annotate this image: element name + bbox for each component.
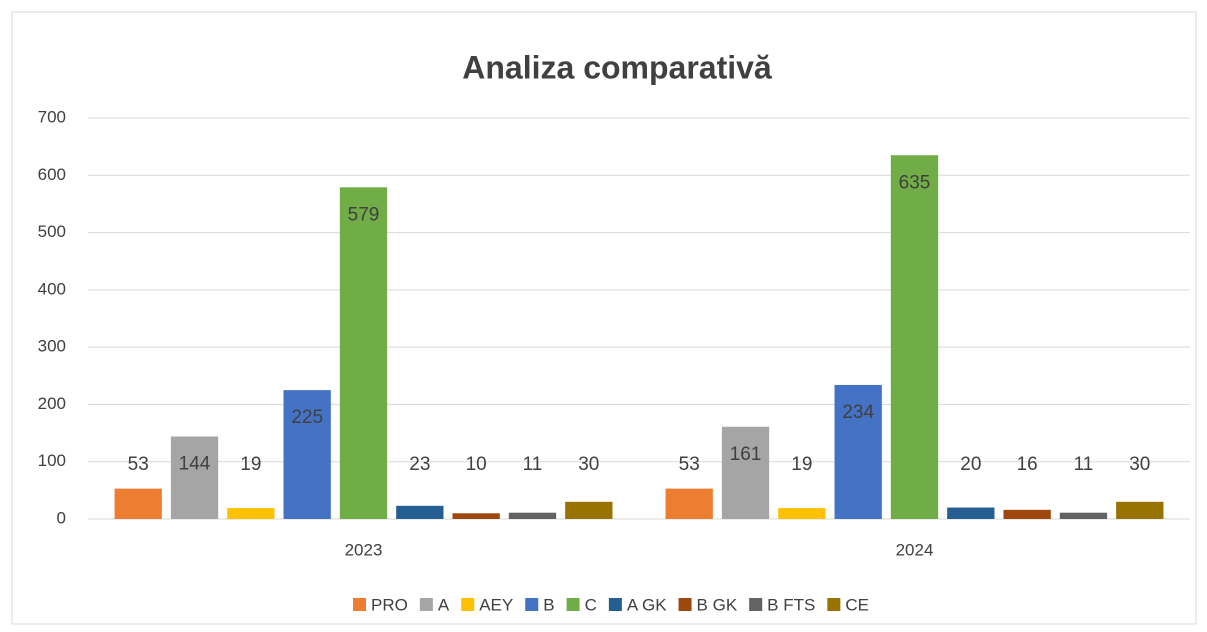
data-label: 11	[1074, 454, 1094, 475]
legend-swatch	[419, 598, 433, 611]
bar	[778, 508, 826, 519]
y-tick-label: 200	[38, 394, 66, 413]
legend-swatch	[461, 598, 475, 611]
data-label: 30	[578, 454, 599, 475]
bar	[508, 512, 557, 519]
bar	[1116, 501, 1164, 519]
y-tick-label: 100	[38, 451, 66, 470]
legend-label: AEY	[479, 595, 513, 614]
data-label: 19	[791, 454, 812, 475]
legend-label: B FTS	[767, 595, 815, 614]
data-label: 11	[523, 454, 543, 475]
data-label: 19	[240, 454, 261, 475]
data-label: 161	[730, 444, 762, 465]
x-tick-label: 2024	[896, 540, 934, 559]
x-tick-label: 2023	[345, 540, 383, 559]
data-label: 23	[409, 454, 430, 475]
legend-label: B GK	[697, 595, 738, 614]
data-label: 144	[179, 454, 211, 475]
data-label: 234	[842, 402, 874, 423]
data-label: 635	[899, 172, 931, 193]
bar	[1003, 509, 1051, 519]
bar	[890, 155, 939, 519]
bar	[114, 488, 162, 519]
legend-swatch	[749, 598, 763, 611]
legend-swatch	[608, 598, 622, 611]
legend-label: PRO	[371, 595, 408, 614]
data-label: 20	[960, 454, 981, 475]
data-label: 579	[348, 204, 380, 225]
y-tick-label: 600	[38, 165, 66, 184]
data-label: 53	[679, 454, 700, 475]
legend-swatch	[566, 598, 580, 611]
bar	[227, 508, 275, 519]
bar	[665, 488, 713, 519]
bar	[452, 513, 500, 519]
bar	[339, 187, 388, 519]
bar	[721, 426, 770, 519]
bar	[1059, 512, 1108, 519]
y-tick-label: 500	[38, 222, 66, 241]
legend-swatch	[353, 598, 367, 611]
y-tick-label: 300	[38, 337, 66, 356]
data-label: 16	[1017, 454, 1038, 475]
legend-swatch	[827, 598, 841, 611]
chart-title: Analiza comparativă	[462, 49, 772, 85]
data-label: 30	[1129, 454, 1150, 475]
legend-swatch	[525, 598, 539, 611]
legend-label: A GK	[627, 595, 667, 614]
data-label: 225	[291, 407, 323, 428]
bar	[283, 390, 331, 519]
legend-label: B	[543, 595, 554, 614]
y-tick-label: 700	[38, 107, 66, 126]
legend-label: CE	[845, 595, 869, 614]
y-tick-label: 0	[57, 508, 66, 527]
legend-swatch	[678, 598, 692, 611]
data-label: 53	[128, 454, 149, 475]
legend-label: C	[585, 595, 597, 614]
data-label: 10	[466, 454, 487, 475]
y-tick-label: 400	[38, 279, 66, 298]
bar	[947, 507, 995, 519]
chart-frame	[11, 11, 1197, 625]
legend-label: A	[438, 595, 450, 614]
bar	[565, 501, 613, 519]
bar	[834, 384, 882, 519]
bar	[170, 436, 219, 519]
bar	[396, 505, 444, 519]
